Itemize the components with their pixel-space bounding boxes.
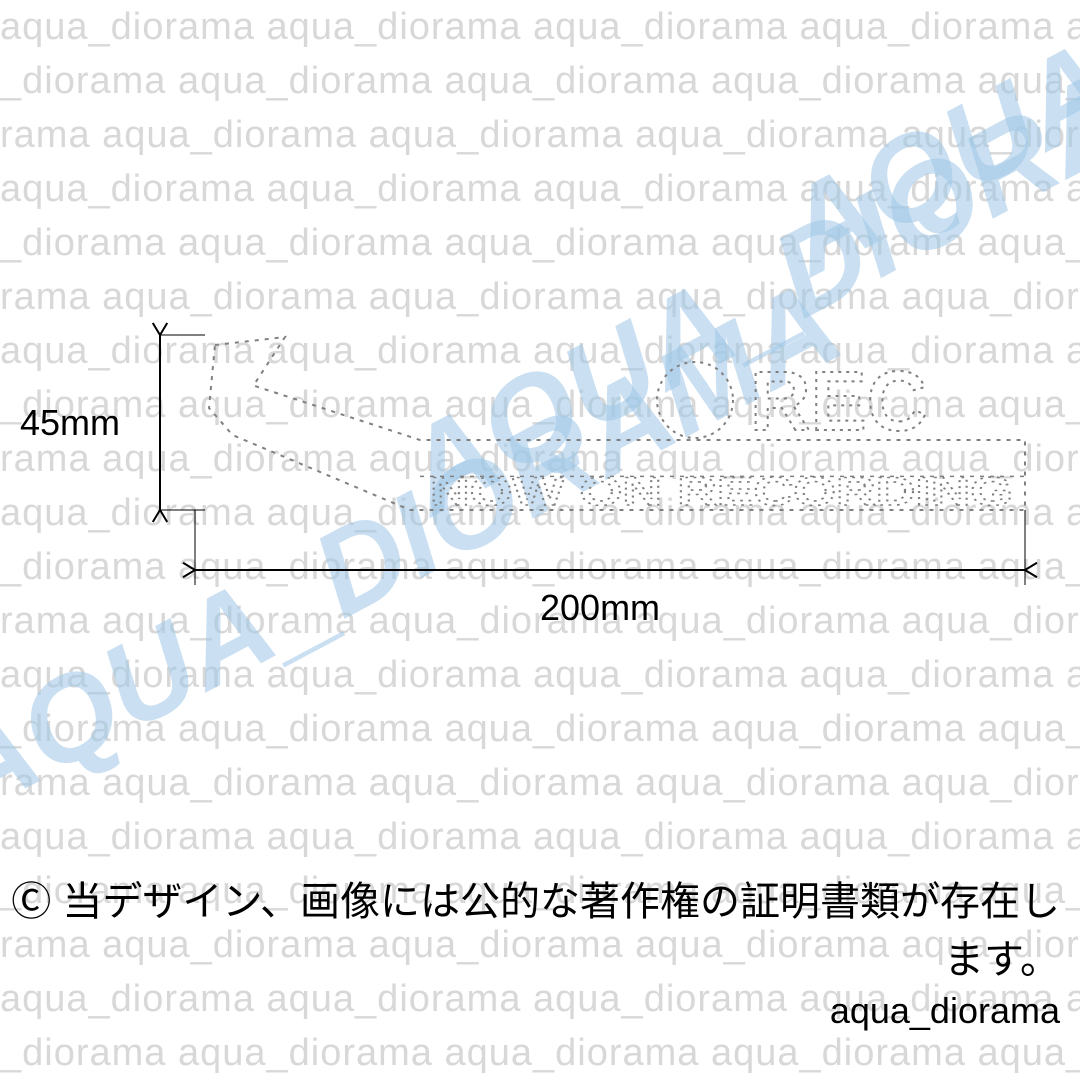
copyright-line-2: aqua_diorama <box>0 990 1060 1032</box>
dim-horizontal-label: 200mm <box>540 587 660 628</box>
dim-vertical-label: 45mm <box>20 402 120 443</box>
subtitle-label: NOW ON RECORDING <box>430 470 1013 514</box>
copyright-line-1: Ⓒ 当デザイン、画像には公的な著作権の証明書類が存在します。 <box>0 869 1060 985</box>
rec-label: REC <box>750 354 927 448</box>
stage: aqua_diorama aqua_diorama aqua_diorama a… <box>0 0 1080 1080</box>
rec-dot-icon <box>657 362 733 438</box>
